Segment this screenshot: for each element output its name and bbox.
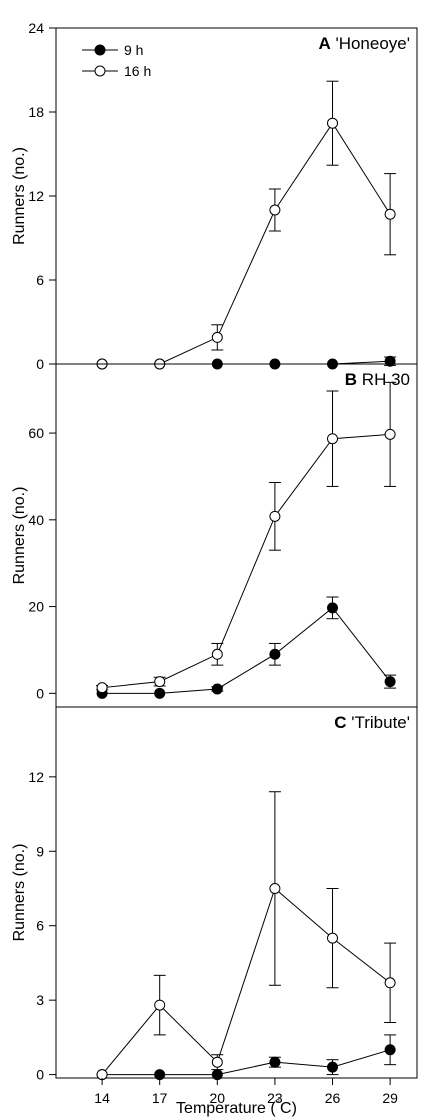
y-tick-label: 3 (36, 992, 44, 1008)
data-point (384, 1044, 396, 1056)
series-line (102, 433, 391, 689)
panel-b: 0 20 40 60 Runners (no.) B RH 30 (11, 363, 418, 708)
x-tick-label: 29 (382, 1090, 398, 1106)
data-point (211, 648, 223, 660)
series-line (102, 607, 391, 694)
y-axis-label: Runners (no.) (11, 147, 28, 245)
y-axis-label: Runners (no.) (11, 487, 28, 585)
panel-letter: B (345, 370, 357, 389)
data-point (384, 676, 396, 688)
panel-cultivar: RH 30 (357, 370, 410, 389)
data-point (384, 208, 396, 220)
y-tick-label: 60 (28, 425, 44, 441)
legend-marker (94, 44, 106, 56)
legend-label: 16 h (124, 63, 151, 79)
data-point (327, 932, 339, 944)
y-tick-label: 0 (36, 1067, 44, 1083)
y-tick-label: 12 (28, 769, 44, 785)
legend-marker (94, 65, 106, 77)
plot-frame (55, 706, 418, 1079)
data-point (269, 510, 281, 522)
data-point (327, 117, 339, 129)
plot-frame (55, 27, 418, 365)
x-axis-label: Temperature (°C) (176, 1098, 297, 1117)
panel-c: 0 3 6 9 12 Runners (no.) C 'Tribute' 14 17 20 23 26… (11, 706, 418, 1106)
y-tick-label: 6 (36, 272, 44, 288)
data-point (327, 433, 339, 445)
legend-label: 9 h (124, 42, 143, 58)
panel-letter: A (318, 34, 330, 53)
x-tick-label: 17 (152, 1090, 168, 1106)
panel-cultivar: 'Honeoye' (331, 34, 410, 53)
panel-title: B RH 30 (345, 370, 410, 389)
y-tick-label: 24 (28, 20, 44, 36)
y-tick-label: 12 (28, 188, 44, 204)
x-tick-label: 23 (267, 1090, 283, 1106)
y-tick-label: 20 (28, 599, 44, 615)
panel-cultivar: 'Tribute' (347, 713, 411, 732)
x-tick-label: 20 (210, 1090, 226, 1106)
data-point (211, 683, 223, 695)
panel-title: C 'Tribute' (334, 713, 410, 732)
data-point (269, 883, 281, 894)
panel-title: A 'Honeoye' (318, 34, 410, 53)
y-tick-label: 6 (36, 918, 44, 934)
series-line (101, 887, 391, 1075)
x-tick-label: 14 (94, 1090, 110, 1106)
data-point (96, 682, 108, 694)
data-point (327, 602, 339, 614)
data-point (327, 1061, 339, 1073)
x-tick-label: 26 (325, 1090, 341, 1106)
data-point (154, 999, 166, 1011)
y-tick-label: 40 (28, 512, 44, 528)
data-point (384, 977, 396, 989)
data-point (211, 1056, 223, 1068)
data-point (154, 687, 166, 699)
y-tick-label: 0 (36, 356, 44, 372)
panel-letter: C (334, 713, 346, 732)
series-line (102, 122, 391, 365)
y-axis-label: Runners (no.) (11, 844, 28, 942)
data-point (269, 1056, 281, 1068)
data-point (269, 204, 281, 216)
data-point (269, 648, 281, 660)
plot-frame (55, 363, 418, 708)
panel-a: 0 6 12 18 24 Runners (no.) A 'Honeoye' (11, 20, 418, 372)
y-tick-label: 18 (28, 104, 44, 120)
data-point (384, 428, 396, 440)
data-point (211, 331, 223, 343)
data-point (154, 676, 166, 688)
data-point (384, 355, 396, 367)
y-tick-label: 0 (36, 685, 44, 701)
series-line (102, 1049, 391, 1076)
legend: 9 h 16 h (82, 42, 151, 79)
y-tick-label: 9 (36, 843, 44, 859)
